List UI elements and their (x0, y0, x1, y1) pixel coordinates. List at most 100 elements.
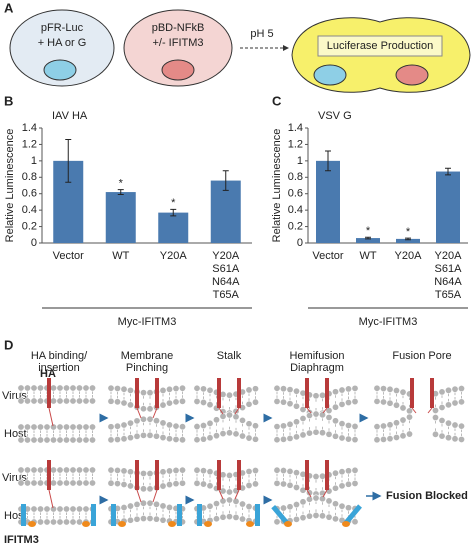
lipid-head (76, 505, 84, 513)
lipid-head (331, 388, 339, 396)
lipid-head (226, 471, 234, 479)
lipid-head (200, 422, 208, 430)
lipid-head (146, 415, 154, 423)
lipid-head (318, 472, 326, 480)
lipid-head (273, 466, 281, 474)
ifitm3 (111, 504, 116, 526)
lipid-head (279, 398, 287, 406)
lipid-head (193, 479, 201, 487)
lipid-head (279, 504, 287, 512)
lipid-head (172, 435, 180, 443)
lipid-head (140, 485, 148, 493)
lipid-head (232, 430, 240, 438)
lipid-head (331, 432, 339, 440)
lipid-head (36, 397, 44, 405)
lipid-head (107, 479, 115, 487)
lipid-head (292, 469, 300, 477)
cell-text: pBD-NFkB (152, 22, 205, 34)
lipid-head (17, 384, 25, 392)
y-tick-label: 1 (31, 155, 37, 167)
lipid-head (331, 500, 339, 508)
lipid-head (179, 397, 187, 405)
ifitm3-domain (246, 521, 254, 527)
lipid-head (49, 384, 57, 392)
lipid-head (17, 397, 25, 405)
lipid-head (219, 412, 227, 420)
lipid-head (252, 398, 260, 406)
y-tick-label: 0 (31, 237, 37, 249)
lipid-head (193, 466, 201, 474)
lipid-head (69, 423, 77, 431)
chart-title: VSV G (318, 110, 352, 122)
x-tick-label: Y20A (160, 250, 188, 262)
ha-protein (325, 378, 329, 408)
lipid-head (69, 384, 77, 392)
lipid-head (286, 467, 294, 475)
lipid-head (344, 421, 352, 429)
ifitm3-domain (118, 521, 126, 527)
lipid-head (344, 399, 352, 407)
lipid-head (206, 502, 214, 510)
lipid-head (338, 502, 346, 510)
lipid-head (76, 518, 84, 526)
lipid-head (49, 423, 57, 431)
ifitm3 (255, 504, 260, 526)
lipid-head (76, 436, 84, 444)
stage-label: Fusion Pore (392, 350, 451, 362)
lipid-head (146, 499, 154, 507)
lipid-head (305, 495, 313, 503)
lipid-head (69, 505, 77, 513)
lipid-head (30, 384, 38, 392)
lipid-head (344, 385, 352, 393)
lipid-head (245, 434, 253, 442)
lipid-head (226, 496, 234, 504)
lipid-head (392, 401, 400, 409)
lipid-head (76, 384, 84, 392)
lipid-head (373, 423, 381, 431)
fusion-peptide (48, 407, 54, 427)
lipid-head (239, 500, 247, 508)
lipid-head (344, 435, 352, 443)
lipid-head (279, 435, 287, 443)
lipid-head (312, 511, 320, 519)
lipid-head (438, 432, 446, 440)
cell-text: + HA or G (38, 37, 87, 49)
y-tick-label: 0.8 (288, 171, 303, 183)
lipid-head (23, 436, 31, 444)
lipid-head (23, 397, 31, 405)
lipid-head (213, 432, 221, 440)
ha-protein (237, 378, 241, 408)
lipid-head (451, 435, 459, 443)
lipid-head (62, 397, 70, 405)
lipid-head (431, 414, 439, 422)
lipid-head (172, 480, 180, 488)
lipid-head (286, 386, 294, 394)
lipid-head (331, 515, 339, 523)
lipid-head (62, 384, 70, 392)
lipid-head (351, 422, 359, 430)
lipid-head (179, 423, 187, 431)
lipid-head (69, 397, 77, 405)
lipid-head (386, 435, 394, 443)
error-bar (405, 237, 411, 241)
cell (123, 9, 233, 87)
y-tick-label: 0.6 (22, 188, 37, 200)
lipid-head (49, 505, 57, 513)
bar (356, 238, 380, 243)
ha-protein (47, 378, 51, 408)
lipid-head (299, 414, 307, 422)
fusion-peptide (306, 407, 312, 414)
ha-protein (135, 378, 139, 408)
lipid-head (133, 432, 141, 440)
lipid-head (76, 423, 84, 431)
lipid-head (206, 434, 214, 442)
lipid-head (43, 505, 51, 513)
lipid-head (49, 436, 57, 444)
lipid-head (56, 384, 64, 392)
panel-label: D (4, 337, 13, 352)
bar (436, 171, 460, 243)
lipid-head (49, 397, 57, 405)
lipid-head (392, 419, 400, 427)
ha-protein (135, 460, 139, 490)
